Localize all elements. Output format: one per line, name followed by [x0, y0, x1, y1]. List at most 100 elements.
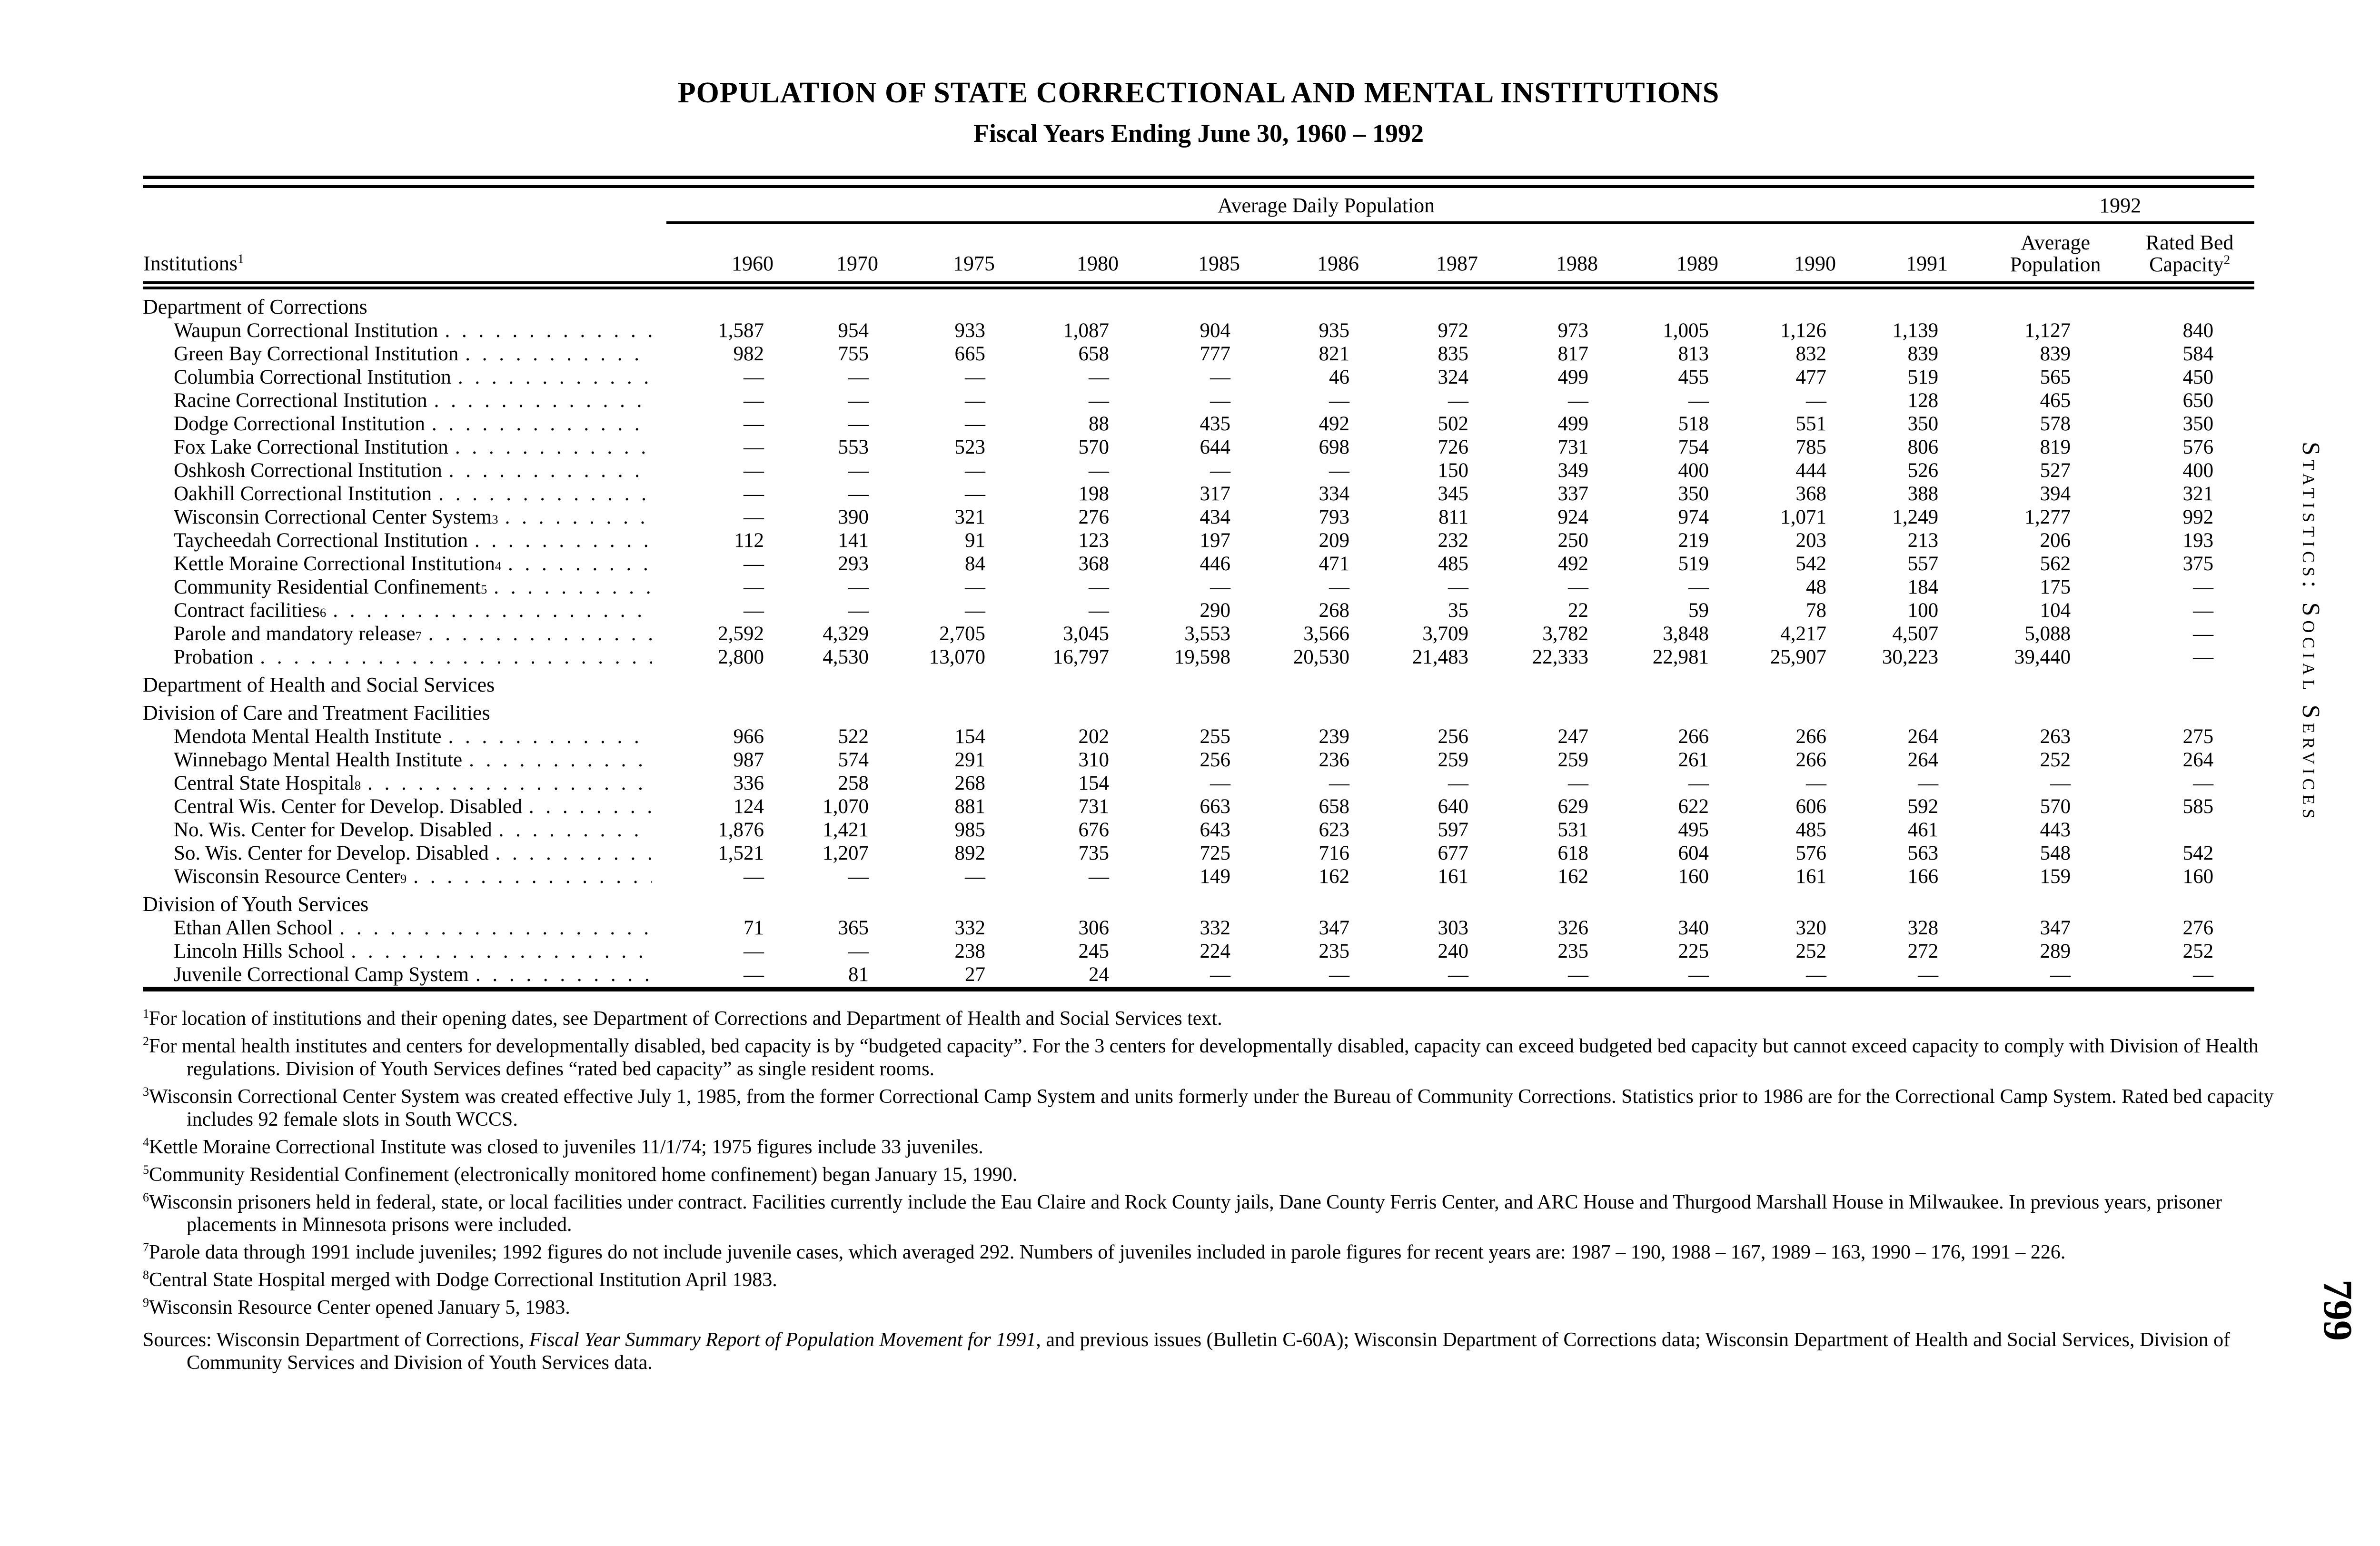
institutions-label: Institutions [143, 252, 238, 276]
footnote: 9Wisconsin Resource Center opened Januar… [143, 1296, 570, 1318]
row-label: Waupun Correctional Institution [174, 319, 438, 342]
cell-value [1157, 889, 1278, 917]
cell-value: 268 [954, 772, 986, 795]
cell-value: 755 [838, 343, 869, 366]
cell-value: 22,333 [1532, 646, 1588, 669]
cell-value [1756, 889, 1874, 917]
cell-value: 197 [1200, 529, 1231, 552]
table-row: Green Bay Correctional Institution . . . … [143, 343, 2254, 366]
cell-value [1033, 697, 1157, 725]
cell-1992-capacity: 585 [2182, 795, 2214, 818]
cell-1992-average: 289 [2040, 940, 2071, 963]
page-title: POPULATION OF STATE CORRECTIONAL AND MEN… [677, 77, 1720, 109]
cell-value: — [1806, 772, 1826, 795]
cell-value: — [744, 576, 764, 599]
table-row: Racine Correctional Institution . . . . .… [143, 389, 2254, 413]
cell-value [1874, 286, 1986, 320]
table-row: Central State Hospital 8. . . . . . . . .… [143, 772, 2254, 795]
cell-value: 519 [1907, 366, 1939, 389]
row-label: So. Wis. Center for Develop. Disabled [174, 842, 489, 865]
cell-1992-average: 263 [2040, 725, 2071, 748]
cell-value: 84 [965, 553, 985, 575]
table-row: Ethan Allen School . . . . . . . . . . . … [143, 917, 2254, 940]
footnote-marker: 7 [143, 1240, 149, 1255]
cell-1992-average [1986, 286, 2125, 320]
section-row: Department of Corrections [143, 286, 2254, 320]
row-label: Probation [174, 646, 254, 669]
row-label: Oakhill Correctional Institution [174, 483, 432, 505]
cell-value: 640 [1438, 795, 1469, 818]
cell-value: 345 [1438, 483, 1469, 505]
cell-value: 455 [1678, 366, 1709, 389]
header-year-1980: 1980 [1033, 223, 1157, 290]
cell-value [1874, 697, 1986, 725]
cell-value: 592 [1907, 795, 1939, 818]
cell-value: — [1329, 459, 1349, 482]
cell-1992-capacity: 400 [2182, 459, 2214, 482]
cell-value: 264 [1907, 725, 1939, 748]
sources-label: Sources: [143, 1328, 212, 1351]
cell-value: 149 [1200, 865, 1231, 888]
page-number: 799 [2315, 1279, 2361, 1341]
cell-value: — [1918, 772, 1939, 795]
cell-value: — [848, 576, 869, 599]
header-year-1960: 1960 [666, 223, 812, 290]
cell-1992-capacity: — [2193, 646, 2214, 669]
row-label: Wisconsin Resource Center [174, 865, 400, 888]
table-row: Taycheedah Correctional Institution . . .… [143, 529, 2254, 553]
cell-value: — [1329, 576, 1349, 599]
table-row: Winnebago Mental Health Institute . . . .… [143, 749, 2254, 772]
cell-value: 658 [1078, 343, 1110, 366]
cell-1992-capacity: 160 [2182, 865, 2214, 888]
cell-value [1278, 286, 1397, 320]
cell-value: — [1688, 963, 1709, 986]
cell-value [1157, 286, 1278, 320]
leader-dots: . . . . . . . . . . . . . . . . . . . . … [367, 773, 652, 794]
cell-value [1033, 286, 1157, 320]
cell-value: 293 [838, 553, 869, 575]
cell-value: — [1089, 389, 1109, 412]
cell-value: 623 [1319, 819, 1350, 842]
cell-value: 235 [1557, 940, 1589, 963]
cell-value: — [1568, 389, 1588, 412]
cell-value: 27 [965, 963, 985, 986]
cell-value: 219 [1678, 529, 1709, 552]
cell-value: 258 [838, 772, 869, 795]
section-label: Division of Care and Treatment Facilitie… [143, 701, 490, 725]
cell-1992-average: 159 [2040, 865, 2071, 888]
cell-value [1636, 697, 1756, 725]
cell-value: 839 [1907, 343, 1939, 366]
cell-1992-capacity [2125, 669, 2254, 697]
cell-value [1033, 889, 1157, 917]
cell-value: 499 [1557, 413, 1589, 436]
cell-value: 821 [1319, 343, 1350, 366]
cell-value: 542 [1795, 553, 1827, 575]
cell-value: 1,071 [1780, 506, 1826, 529]
cell-value [666, 286, 812, 320]
cell-value: 974 [1678, 506, 1709, 529]
cell-value: 973 [1557, 319, 1589, 342]
cap-footnote-marker: 2 [2223, 252, 2231, 267]
cell-1992-average: 839 [2040, 343, 2071, 366]
cell-value: — [744, 940, 764, 963]
cell-value: 777 [1200, 343, 1231, 366]
cell-value: — [1329, 772, 1349, 795]
cell-value: 250 [1557, 529, 1589, 552]
header-institutions: Institutions1 [143, 223, 666, 290]
cell-value: — [1448, 963, 1468, 986]
population-table: Average Daily Population 1992 Institutio… [143, 193, 2255, 992]
section-row: Department of Health and Social Services [143, 669, 2254, 697]
cell-value: 2,705 [939, 623, 985, 645]
cell-value: 987 [733, 749, 764, 772]
cell-value: — [1688, 576, 1709, 599]
cell-value: — [848, 599, 869, 622]
cell-value: 400 [1678, 459, 1709, 482]
leader-dots: . . . . . . . . . . . . . . . . . . . . … [465, 344, 652, 365]
cell-1992-average: 39,440 [2014, 646, 2071, 669]
cell-value: 160 [1678, 865, 1709, 888]
cell-value: — [1448, 389, 1468, 412]
cell-value: 203 [1795, 529, 1827, 552]
cell-value: — [965, 483, 985, 505]
cell-value: 224 [1200, 940, 1231, 963]
row-label: Contract facilities [174, 599, 320, 622]
